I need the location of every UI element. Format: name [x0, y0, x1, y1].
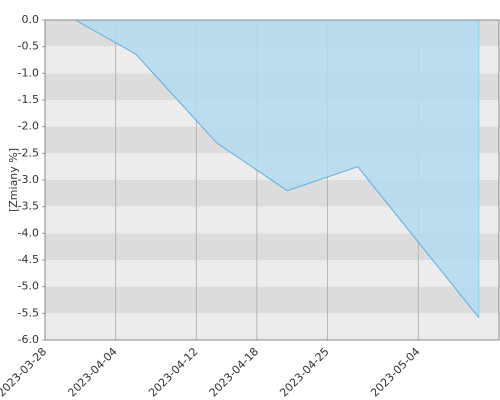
x-tick-label: 2023-04-12 [146, 345, 200, 399]
y-tick-label: -3.0 [18, 173, 39, 186]
y-tick-label: -5.5 [18, 306, 39, 319]
y-tick-label: -6.0 [18, 333, 39, 346]
stripe [45, 313, 499, 340]
plot-frame [44, 19, 500, 341]
x-tick-label: 2023-04-25 [277, 345, 331, 399]
area [75, 20, 479, 318]
x-tick-label: 2023-05-04 [368, 345, 422, 399]
y-tick-label: -5.0 [18, 280, 39, 293]
y-axis-label: [Zmiany %] [7, 148, 20, 212]
stripe [45, 260, 499, 287]
x-tick-label: 2023-04-04 [65, 345, 119, 399]
y-tick-label: -4.5 [18, 253, 39, 266]
y-tick-label: -1.0 [18, 66, 39, 79]
x-tick-label: 2023-03-28 [0, 345, 49, 399]
y-tick-label: -1.5 [18, 93, 39, 106]
stripe [45, 286, 499, 314]
y-tick-label: 0.0 [22, 13, 40, 26]
y-tick-label: -0.5 [18, 40, 39, 53]
y-tick-label: -3.5 [18, 200, 39, 213]
y-tick-label: -2.5 [18, 146, 39, 159]
y-tick-label: -2.0 [18, 120, 39, 133]
line [75, 19, 480, 318]
y-tick-label: -4.0 [18, 226, 39, 239]
x-tick-label: 2023-04-18 [207, 345, 261, 399]
